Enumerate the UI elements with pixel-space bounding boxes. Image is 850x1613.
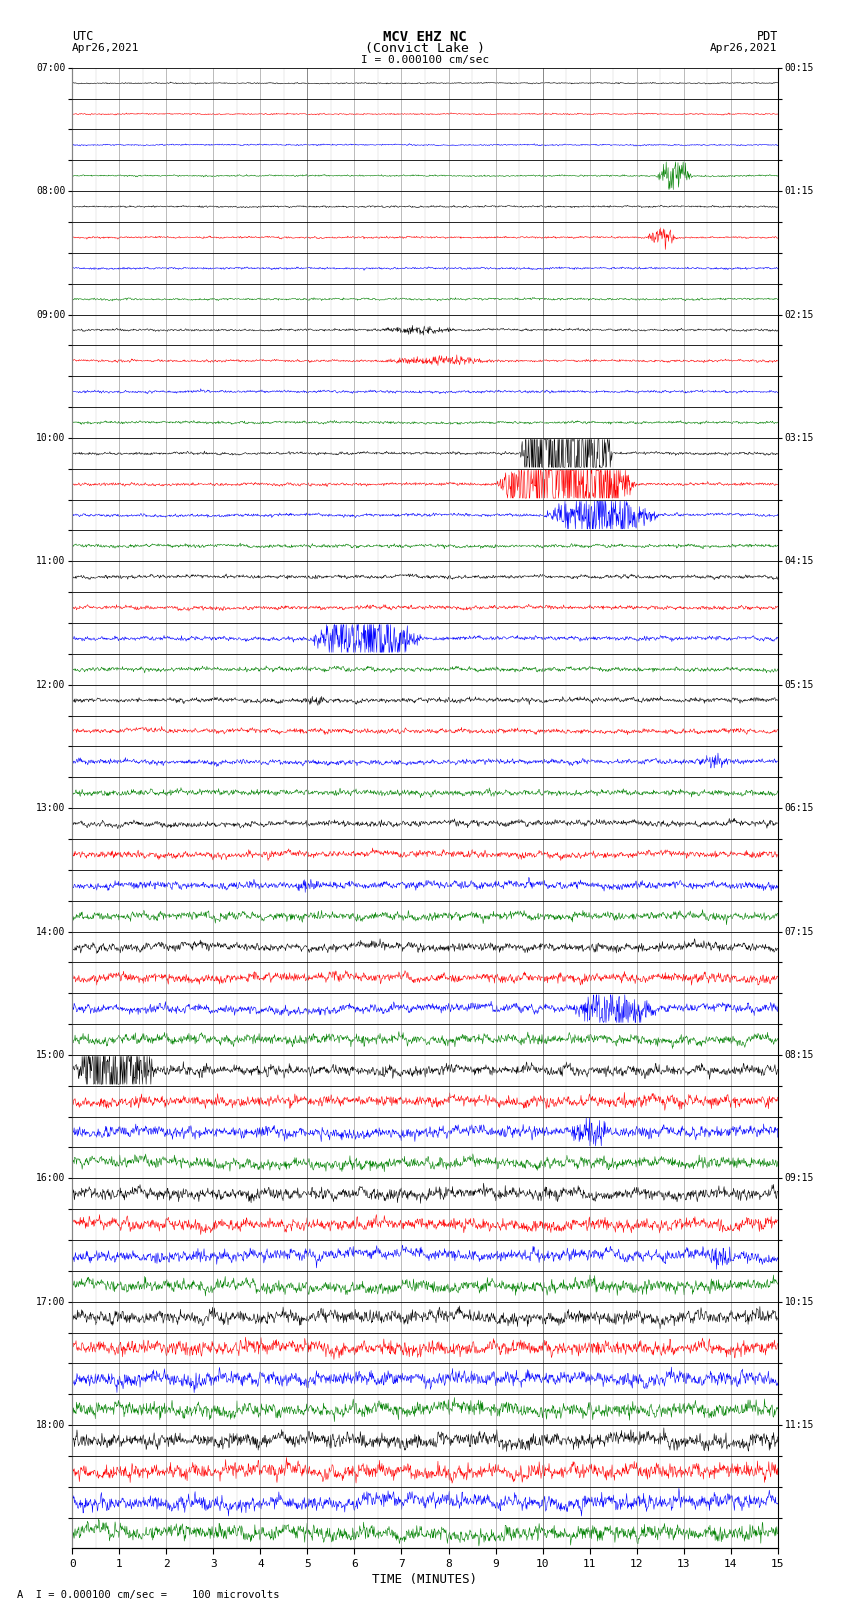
Text: PDT: PDT [756,29,778,44]
Text: (Convict Lake ): (Convict Lake ) [365,42,485,55]
Text: A  I = 0.000100 cm/sec =    100 microvolts: A I = 0.000100 cm/sec = 100 microvolts [17,1590,280,1600]
X-axis label: TIME (MINUTES): TIME (MINUTES) [372,1573,478,1586]
Text: UTC: UTC [72,29,94,44]
Text: Apr26,2021: Apr26,2021 [72,44,139,53]
Text: Apr26,2021: Apr26,2021 [711,44,778,53]
Text: I = 0.000100 cm/sec: I = 0.000100 cm/sec [361,55,489,65]
Text: MCV EHZ NC: MCV EHZ NC [383,31,467,44]
